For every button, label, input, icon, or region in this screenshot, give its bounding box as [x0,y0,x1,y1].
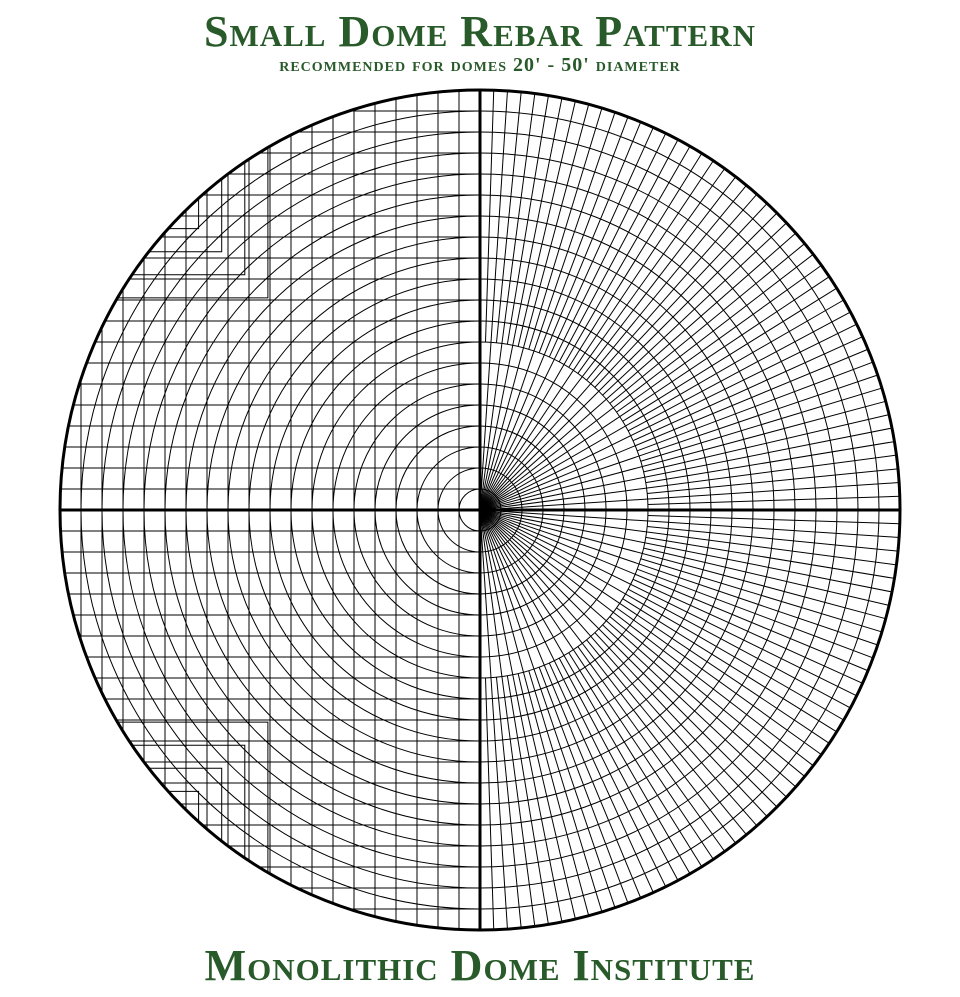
page-footer: Monolithic Dome Institute [0,940,960,991]
page-subtitle: recommended for domes 20' - 50' diameter [0,54,960,77]
page-title: Small Dome Rebar Pattern [0,6,960,57]
rebar-pattern-diagram [50,80,910,940]
